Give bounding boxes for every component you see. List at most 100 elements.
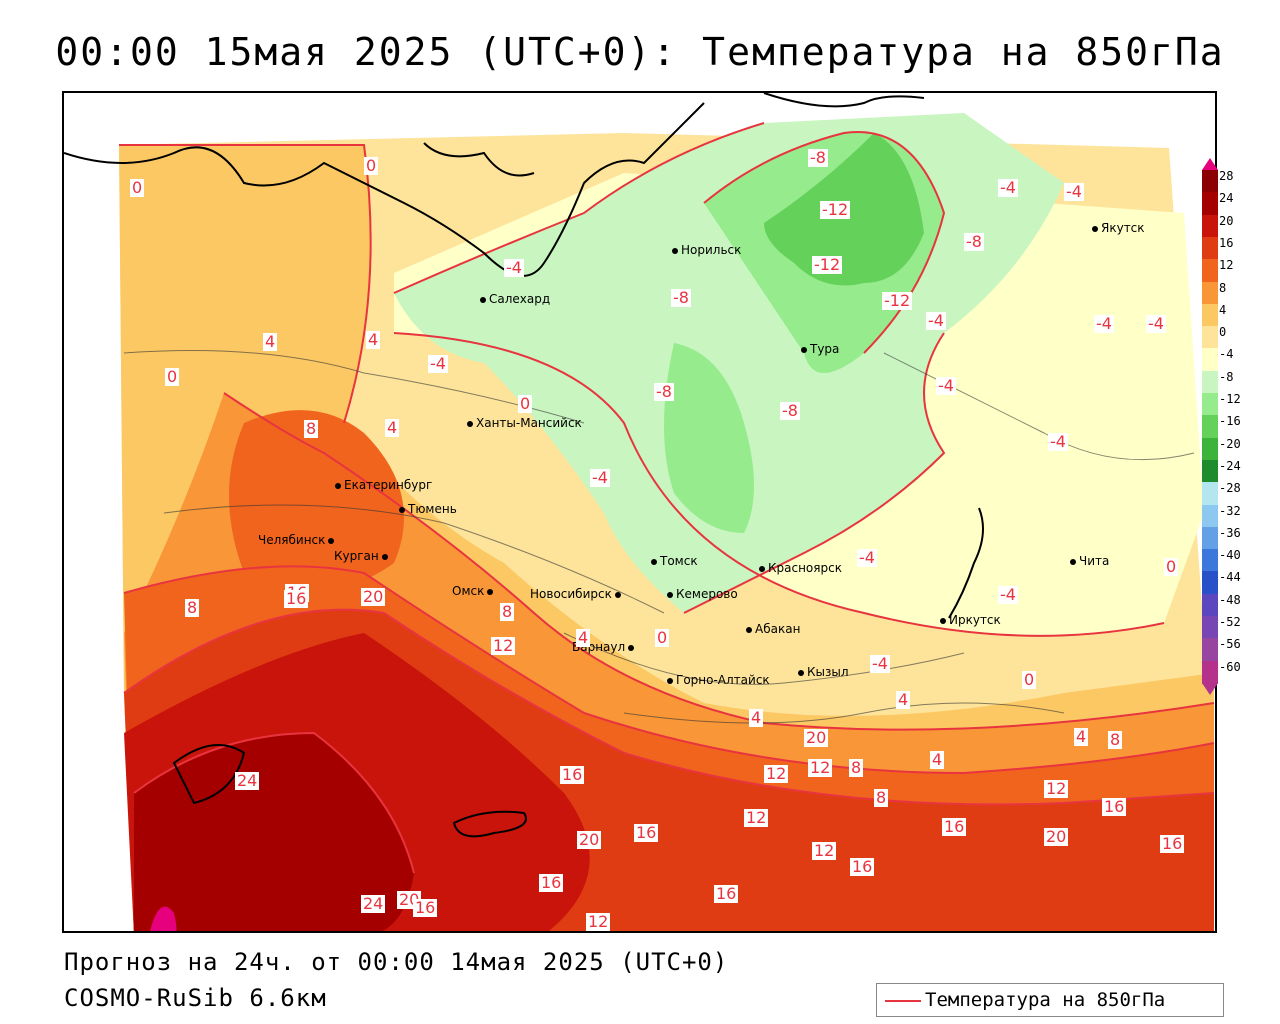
contour-label: 4: [385, 418, 400, 437]
colorbar-segment: [1202, 571, 1218, 595]
contour-label: 16: [942, 817, 967, 836]
city-label: Норильск: [672, 243, 741, 257]
contour-label: 8: [185, 598, 200, 617]
contour-label: -4: [1048, 432, 1068, 451]
contour-label: 4: [366, 330, 381, 349]
contour-label: -4: [1064, 182, 1084, 201]
contour-label: 12: [1044, 779, 1069, 798]
city-label: Тура: [801, 342, 839, 356]
contour-label: 8: [500, 602, 515, 621]
colorbar-tick-label: -36: [1219, 525, 1241, 540]
contour-label: 4: [896, 690, 911, 709]
colorbar-tick-label: -24: [1219, 458, 1241, 473]
city-label: Омск: [452, 584, 496, 598]
contour-label: -4: [857, 548, 877, 567]
colorbar-segment: [1202, 415, 1218, 439]
contour-label: -8: [964, 232, 984, 251]
city-label: Ханты-Мансийск: [467, 416, 582, 430]
city-label: Чита: [1070, 554, 1109, 568]
contour-label: -4: [1146, 314, 1166, 333]
colorbar-segment: [1202, 259, 1218, 283]
colorbar-segment: [1202, 549, 1218, 573]
contour-label: -8: [671, 288, 691, 307]
contour-label: 20: [577, 830, 602, 849]
colorbar-tick-label: -20: [1219, 436, 1241, 451]
contour-label: 12: [744, 808, 769, 827]
city-label: Горно-Алтайск: [667, 673, 770, 687]
contour-label: 0: [165, 367, 180, 386]
contour-label: 20: [1044, 827, 1069, 846]
colorbar-segment: [1202, 616, 1218, 640]
colorbar-tick-label: 8: [1219, 280, 1227, 295]
colorbar-segment: [1202, 326, 1218, 350]
colorbar-tick-label: -56: [1219, 637, 1241, 652]
city-label: Кемерово: [667, 587, 738, 601]
colorbar-tick-label: -16: [1219, 414, 1241, 429]
colorbar-tick-label: -12: [1219, 392, 1241, 406]
city-label: Иркутск: [940, 613, 1001, 627]
contour-label: -8: [808, 148, 828, 167]
contour-label: 8: [1108, 730, 1123, 749]
contour-label: -8: [780, 401, 800, 420]
colorbar-tick-label: -40: [1219, 548, 1241, 563]
colorbar-segment: [1202, 370, 1218, 394]
colorbar-segment: [1202, 236, 1218, 261]
contour-label: 16: [560, 765, 585, 784]
contour-label: 4: [1074, 727, 1089, 746]
contour-label: -4: [504, 258, 524, 277]
colorbar-tick-label: 0: [1219, 325, 1227, 340]
colorbar-segment: [1202, 214, 1218, 238]
city-label: Екатеринбург: [335, 478, 432, 492]
city-label: Якутск: [1092, 221, 1145, 235]
colorbar-segment: [1202, 638, 1218, 662]
colorbar-segment: [1202, 593, 1218, 617]
city-label: Новосибирск: [530, 587, 624, 601]
legend-line-swatch: [885, 1000, 921, 1002]
colorbar-tick-label: 20: [1219, 213, 1234, 228]
contour-label: 24: [361, 894, 386, 913]
contour-label: 20: [804, 728, 829, 747]
colorbar-segment: [1202, 459, 1218, 484]
contour-label: 16: [413, 898, 438, 917]
contour-label: 8: [874, 788, 889, 807]
contour-label: -12: [820, 200, 851, 219]
colorbar-segment: [1202, 348, 1218, 372]
map-title: 00:00 15мая 2025 (UTC+0): Температура на…: [55, 30, 1225, 74]
contour-label: -4: [926, 311, 946, 330]
contour-label: 24: [235, 771, 260, 790]
contour-label: 12: [812, 841, 837, 860]
colorbar-segment: [1202, 660, 1218, 684]
city-label: Салехард: [480, 292, 550, 306]
colorbar-arrow-bottom: [1202, 682, 1218, 695]
map-area: Салехард Норильск Якутск Тура Ханты-Манс…: [62, 91, 1217, 933]
colorbar: [1202, 158, 1218, 695]
colorbar-segment: [1202, 393, 1218, 417]
colorbar-segment: [1202, 437, 1218, 461]
colorbar-tick-label: 16: [1219, 235, 1234, 250]
legend: Температура на 850гПа: [876, 983, 1224, 1017]
forecast-caption: Прогноз на 24ч. от 00:00 14мая 2025 (UTC…: [64, 948, 729, 976]
colorbar-segment: [1202, 281, 1218, 305]
contour-label: -4: [428, 354, 448, 373]
city-label: Тюмень: [399, 502, 457, 516]
contour-label: -4: [590, 468, 610, 487]
contour-label: 16: [850, 857, 875, 876]
colorbar-tick-label: -32: [1219, 503, 1241, 518]
contour-label: 4: [576, 628, 591, 647]
contour-label: -4: [998, 178, 1018, 197]
contour-label: 0: [1164, 557, 1179, 576]
colorbar-tick-label: -44: [1219, 570, 1241, 585]
colorbar-tick-label: -60: [1219, 659, 1241, 674]
contour-label: -4: [998, 585, 1018, 604]
colorbar-tick-label: 28: [1219, 169, 1234, 183]
colorbar-segment: [1202, 482, 1218, 506]
contour-label: 4: [263, 332, 278, 351]
city-label: Красноярск: [759, 561, 842, 575]
contour-label: 12: [586, 912, 611, 931]
city-label: Абакан: [746, 622, 800, 636]
contour-label: -12: [882, 291, 913, 310]
city-label: Томск: [651, 554, 698, 568]
city-label: Курган: [334, 549, 391, 563]
contour-label: 16: [284, 589, 309, 608]
colorbar-segment: [1202, 504, 1218, 528]
